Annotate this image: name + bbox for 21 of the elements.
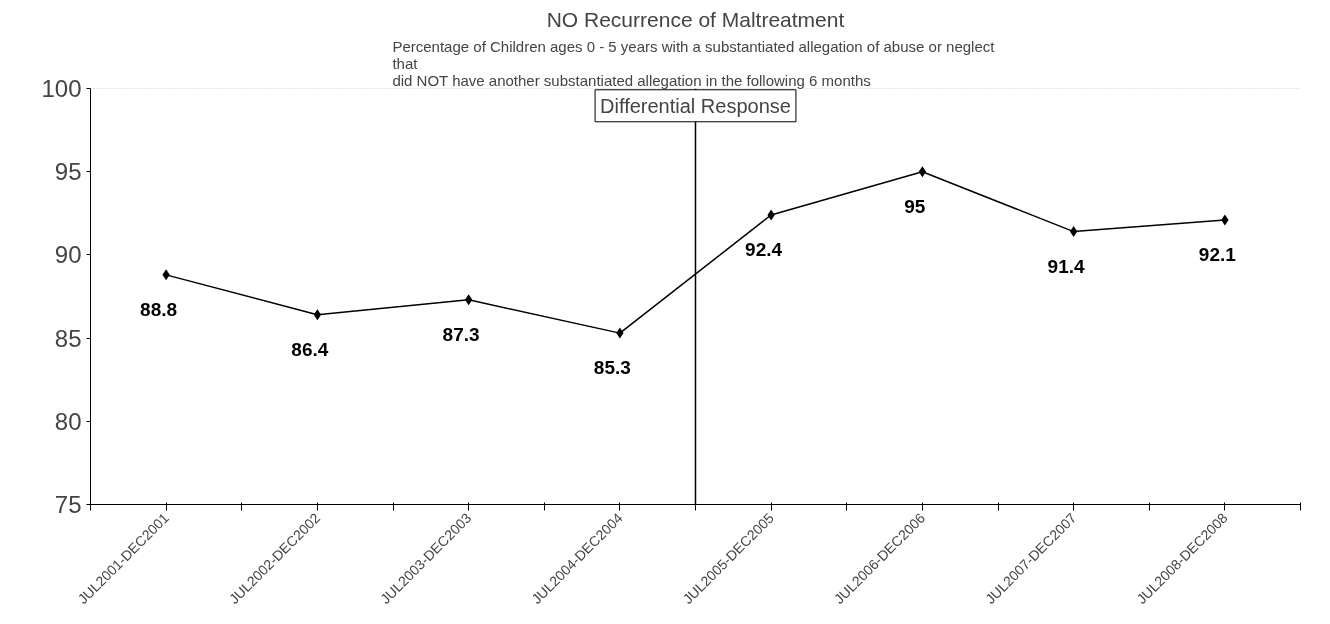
point: [313, 309, 322, 321]
point: [464, 294, 473, 306]
y-tick-label: 95: [54, 158, 82, 186]
point: [1069, 226, 1078, 238]
data-label: 92.1: [1198, 243, 1237, 265]
data-label: 86.4: [291, 338, 329, 360]
data-label: 95: [904, 195, 926, 217]
data-label: 88.8: [140, 298, 178, 320]
data-label: 91.4: [1047, 255, 1085, 277]
chart-subtitle: Percentage of Children ages 0 - 5 years with a substantiated allegation of abuse or neglect that did NOT have another substantiated allegation in the following 6 months: [392, 37, 996, 89]
y-tick-label: 90: [54, 241, 82, 269]
data-label: 92.4: [745, 238, 783, 260]
chart-title: NO Recurrence of Maltreatment: [546, 7, 845, 31]
data-label: 85.3: [593, 357, 631, 379]
y-tick-label: 75: [54, 491, 82, 518]
annotation: Differential Response: [600, 94, 791, 117]
y-tick-label: 85: [54, 324, 82, 352]
y-tick-label: 80: [54, 407, 82, 435]
data-label: 87.3: [442, 323, 480, 345]
point: [918, 166, 927, 178]
y-tick-label: 100: [41, 75, 82, 102]
